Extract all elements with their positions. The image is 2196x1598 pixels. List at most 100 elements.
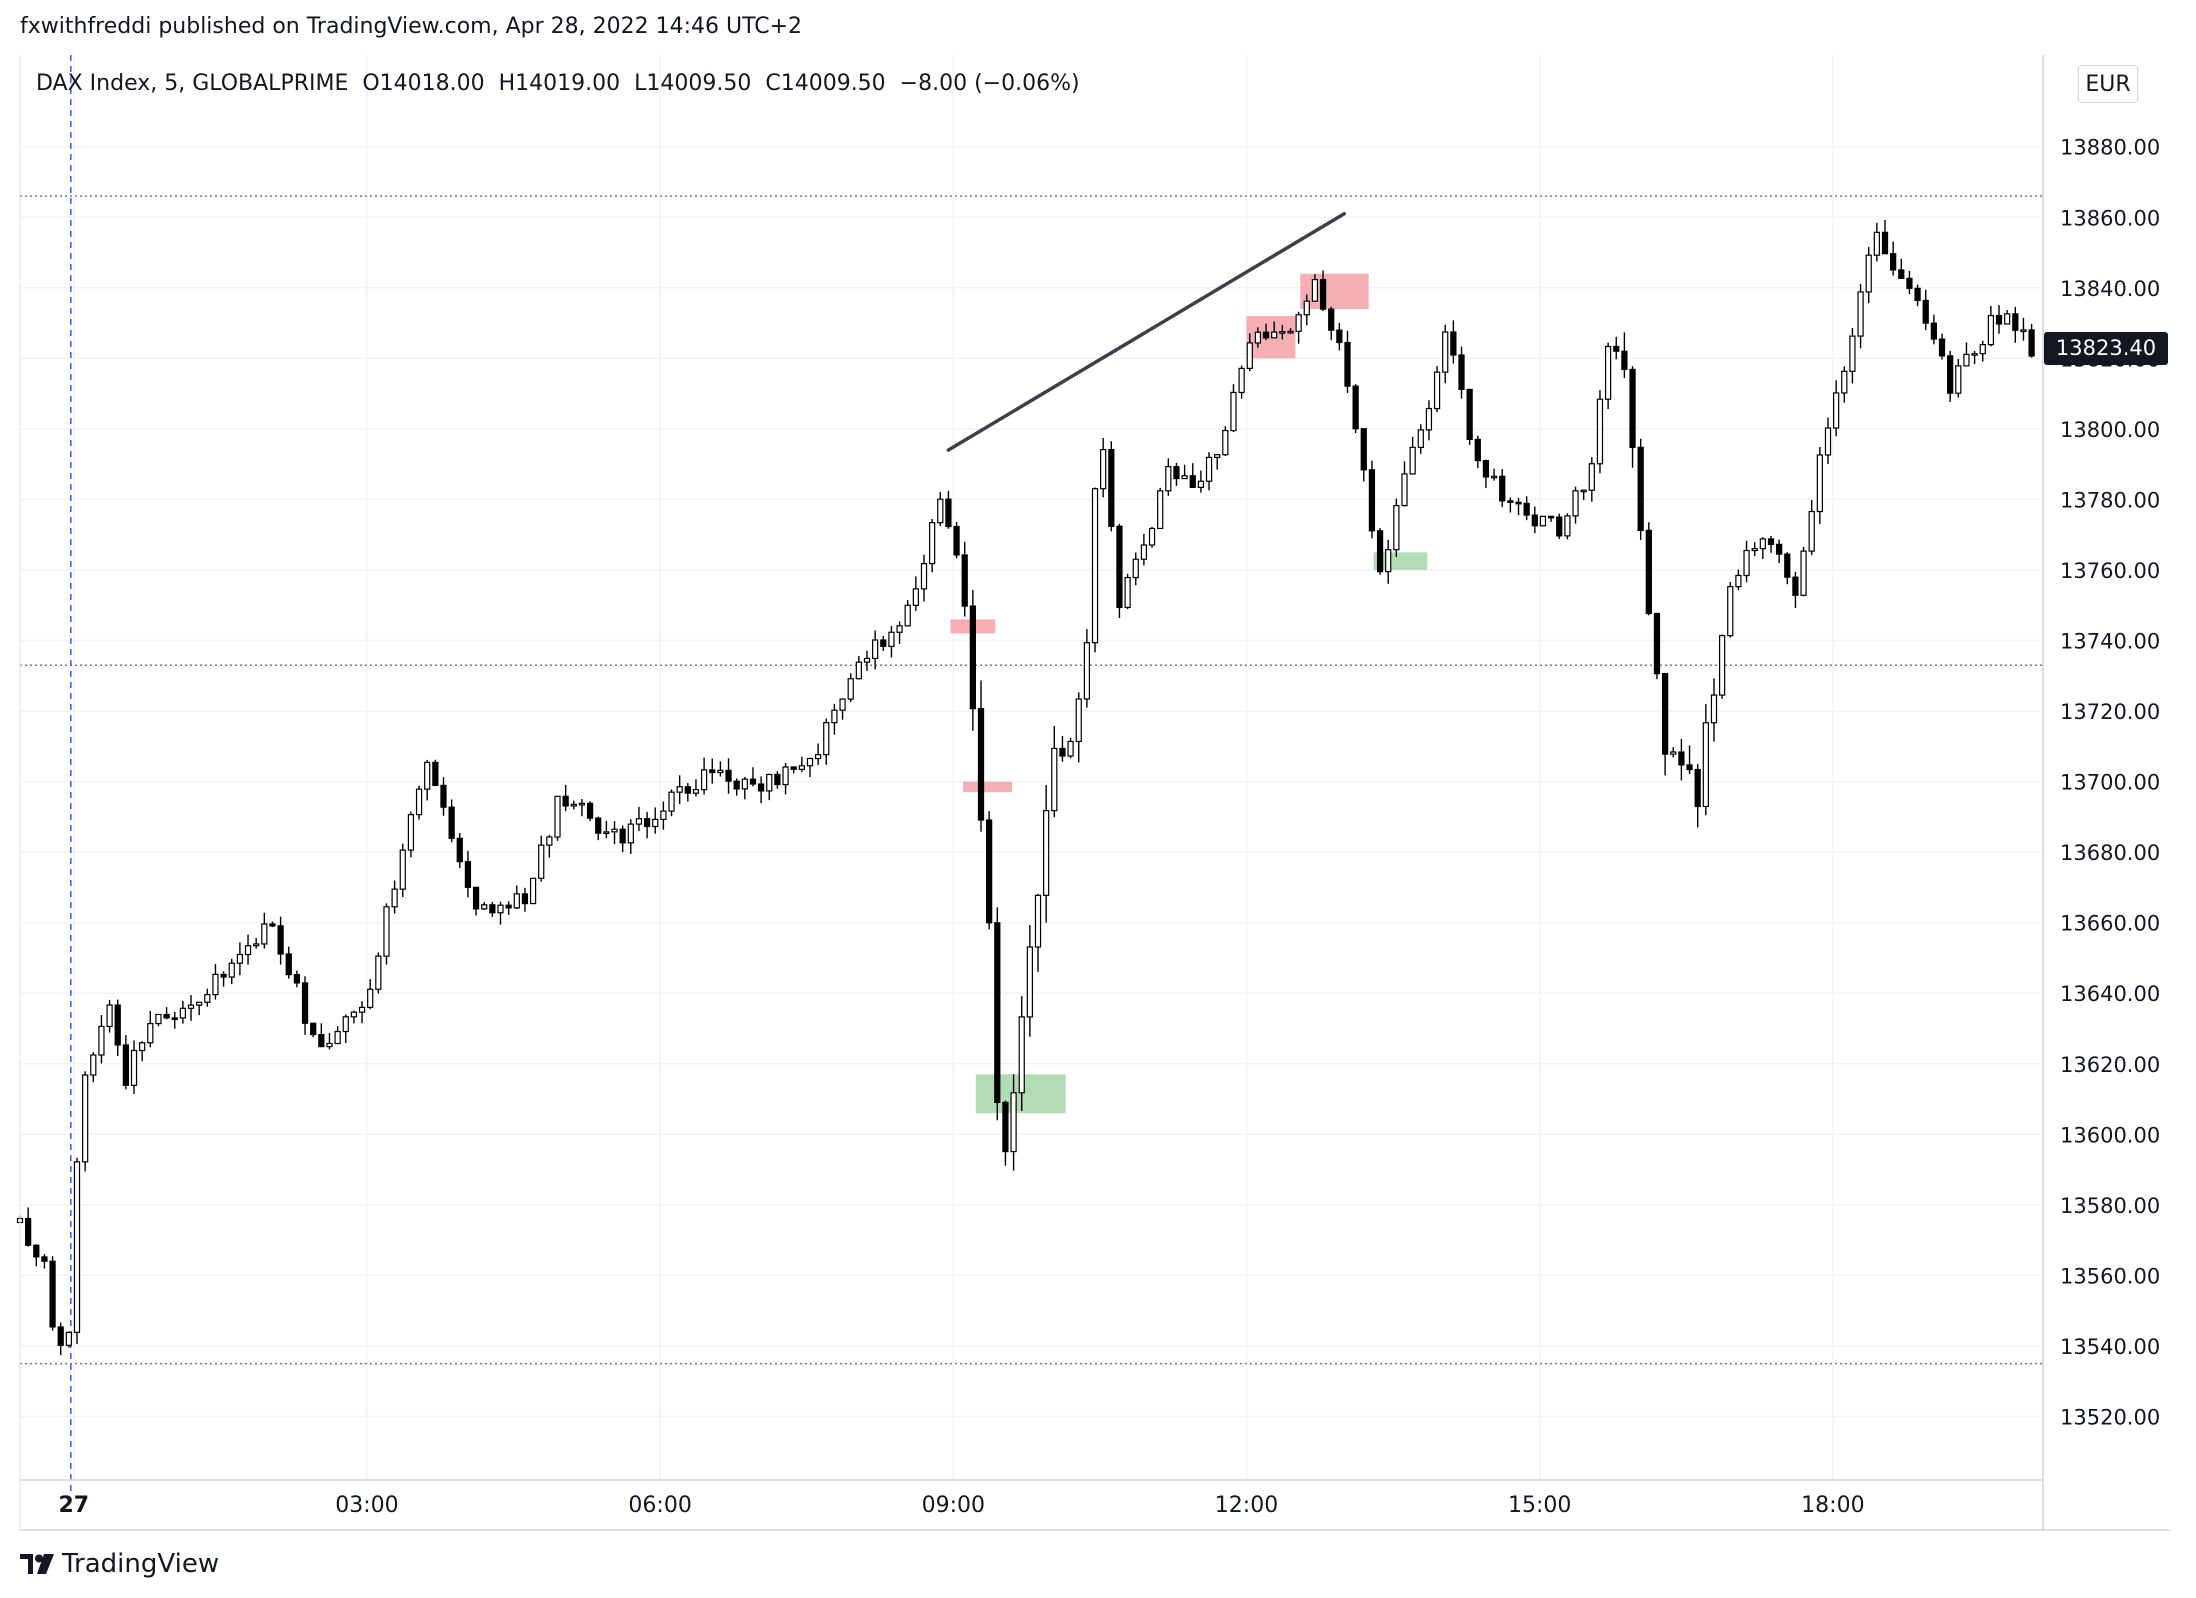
bearish-candle-body [293,974,301,984]
bullish-candle-body [1539,515,1547,527]
bearish-candle-body [1784,553,1791,578]
bullish-candle-body [1254,331,1262,344]
candle [994,907,1001,1121]
candle [1433,366,1441,413]
candle [1222,426,1229,456]
candle [1694,764,1701,828]
bearish-candle-body [1319,278,1327,310]
bullish-candle-body [611,828,618,833]
bearish-candle-body [269,923,276,927]
bullish-candle-body [236,953,244,964]
time-axis[interactable]: 27 03:00 06:00 09:00 12:00 15:00 18:00 [58,1493,1864,1518]
candle [497,901,504,925]
bearish-candle-body [945,498,952,528]
candle [586,801,594,822]
bullish-candle-body [1026,946,1033,1018]
bullish-candle-body [65,1331,72,1346]
bearish-candle-body [1881,231,1889,255]
candle [1670,747,1677,758]
bullish-candle-body [1971,353,1978,356]
bullish-candle-body [920,563,928,590]
candle [1458,346,1465,399]
candle [1784,552,1791,585]
candle [692,779,700,797]
price-tick-label: 13620.00 [2060,1053,2160,1077]
bearish-candle-body [1173,466,1180,480]
candle [1181,464,1188,480]
candle [1100,437,1107,498]
candle [969,589,976,731]
bearish-candle-body [1637,446,1644,531]
candle [399,843,406,897]
bearish-candle-body [1515,501,1522,505]
candle [1450,320,1457,364]
candle [293,970,301,988]
symbol-info-legend[interactable]: DAX Index, 5, GLOBALPRIME O14018.00 H140… [36,71,1080,96]
bearish-candle-body [1189,475,1196,488]
bearish-candle-body [277,925,284,955]
bearish-candle-body [1556,516,1563,537]
bullish-candle-body [1238,367,1245,394]
candle [953,521,960,559]
candle [627,819,634,854]
price-tick-label: 13600.00 [2060,1123,2160,1147]
candle [847,673,854,702]
bullish-candle-body [806,757,814,767]
price-tick-label: 13800.00 [2060,418,2160,442]
brand-name: TradingView [62,1549,220,1579]
bearish-candle-body [1947,355,1954,394]
candle [766,773,773,801]
candle [1385,539,1392,584]
bullish-candle-body [766,773,773,792]
bullish-candle-body [342,1016,349,1033]
candle [2012,306,2019,343]
bullish-candle-body [1043,810,1050,896]
candle [709,758,716,784]
candle [147,1010,154,1048]
candle [1124,573,1131,610]
tradingview-brand[interactable]: TradingView [20,1549,219,1579]
candle [1955,359,1962,398]
currency-badge[interactable]: EUR [2078,65,2138,103]
candle [986,811,993,930]
candle [1026,925,1033,1037]
candle [578,799,586,817]
bullish-candle-body [1124,576,1131,609]
bearish-candle-body [1360,428,1367,471]
candle [1637,438,1644,540]
candle [513,885,520,910]
bearish-candle-body [1059,747,1066,757]
candle [611,821,618,845]
bullish-candle-body [814,754,822,760]
bearish-candle-body [1450,331,1457,356]
candle [1140,533,1148,566]
price-tick-label: 13560.00 [2060,1264,2160,1288]
candle [1645,522,1652,616]
bearish-candle-body [994,922,1001,1104]
candle [1254,327,1262,348]
bearish-candle-body [1678,751,1685,766]
bullish-candle-body [546,836,553,846]
supply-zone [1246,316,1296,359]
bullish-candle-body [1442,331,1449,373]
candle [595,816,602,841]
bullish-candle-body [1303,300,1310,316]
candle [1466,388,1473,445]
candle [1718,634,1726,699]
price-axis[interactable]: 13880.0013860.0013840.0013820.0013800.00… [2060,136,2160,1430]
drawings [946,211,1346,452]
candle [1417,424,1424,454]
candle [2028,323,2035,358]
candle [1922,289,1929,331]
bullish-candle-body [1197,480,1205,488]
candle [1523,496,1530,521]
bullish-candle-body [358,1006,366,1013]
candle [57,1322,64,1356]
candle [204,988,211,1007]
bullish-candle-body [73,1161,81,1333]
bullish-candle-body [481,904,488,910]
time-tick-label: 03:00 [335,1493,398,1518]
bearish-candle-body [1661,673,1669,755]
bearish-candle-body [1906,277,1913,289]
